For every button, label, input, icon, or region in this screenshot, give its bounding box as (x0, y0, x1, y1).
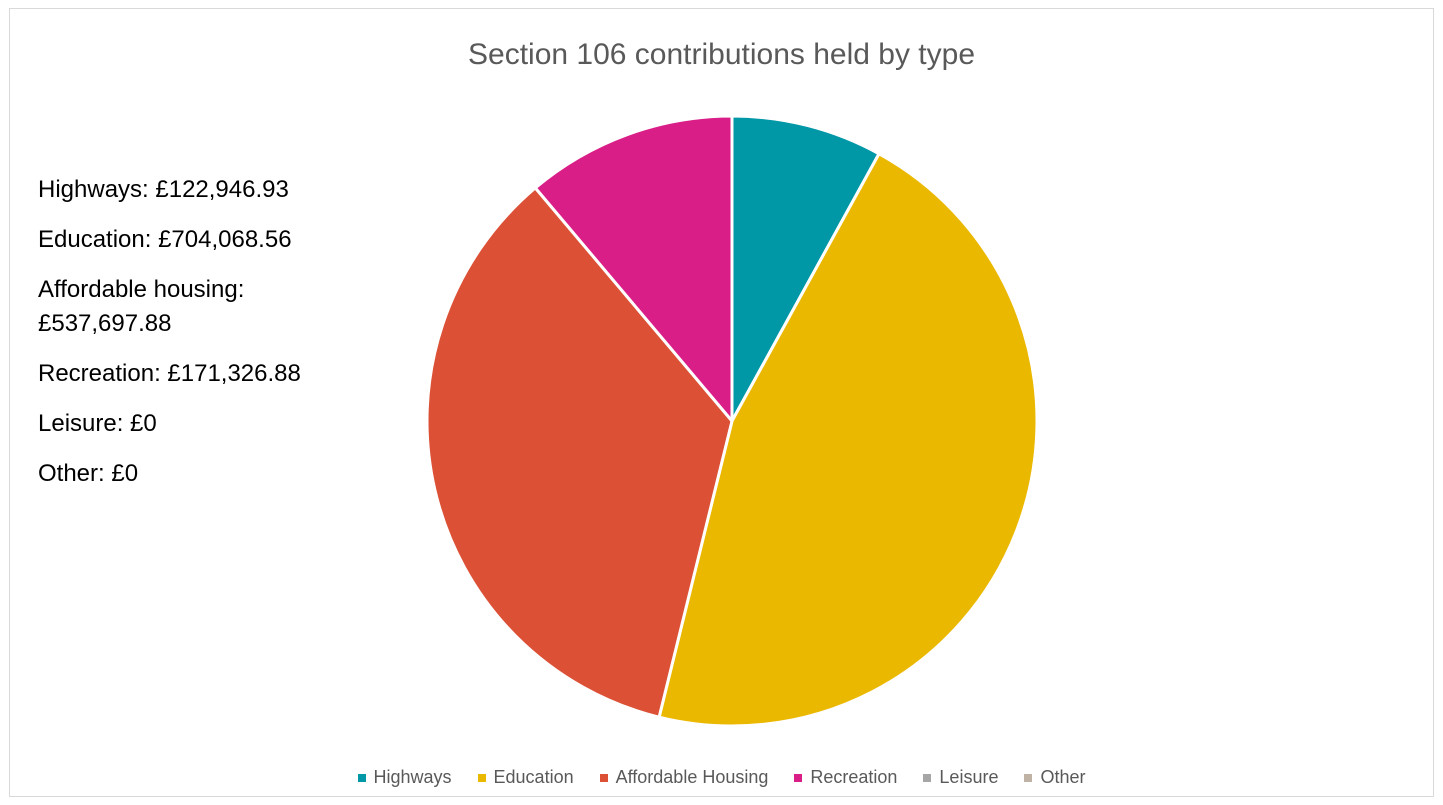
legend-swatch (357, 773, 366, 782)
pie-slice-highways (730, 114, 881, 423)
legend-label: Leisure (939, 767, 999, 787)
legend-swatch (923, 773, 932, 782)
annotation-other: Other: £0 (38, 460, 139, 487)
annotation-education: Education: £704,068.56 (38, 226, 292, 253)
legend-label: Highways (373, 767, 452, 787)
legend-swatch (599, 773, 608, 782)
pie-slice-education (657, 152, 1039, 728)
legend-swatch (1024, 773, 1033, 782)
legend-item-other: Other (1024, 767, 1086, 788)
annotation-list: Highways: £122,946.93 Education: £704,06… (38, 173, 368, 507)
legend-label: Education (493, 767, 574, 787)
legend-item-leisure: Leisure (923, 767, 998, 788)
annotation-leisure: Leisure: £0 (38, 410, 157, 437)
legend-label: Affordable Housing (615, 767, 769, 787)
pie-slice-recreation (533, 114, 734, 423)
legend-swatch (477, 773, 486, 782)
legend-swatch (794, 773, 803, 782)
legend-label: Other (1040, 767, 1086, 787)
legend: Highways Education Affordable Housing Re… (0, 767, 1443, 788)
legend-label: Recreation (810, 767, 898, 787)
legend-item-highways: Highways (357, 767, 452, 788)
chart-title: Section 106 contributions held by type (468, 38, 975, 71)
legend-item-education: Education (477, 767, 574, 788)
annotation-highways: Highways: £122,946.93 (38, 176, 289, 203)
legend-item-affordable-housing: Affordable Housing (599, 767, 769, 788)
annotation-recreation: Recreation: £171,326.88 (38, 360, 301, 387)
annotation-affordable-housing: Affordable housing: £537,697.88 (38, 276, 245, 337)
pie-slice-affordable-housing (425, 186, 734, 719)
legend-item-recreation: Recreation (794, 767, 897, 788)
